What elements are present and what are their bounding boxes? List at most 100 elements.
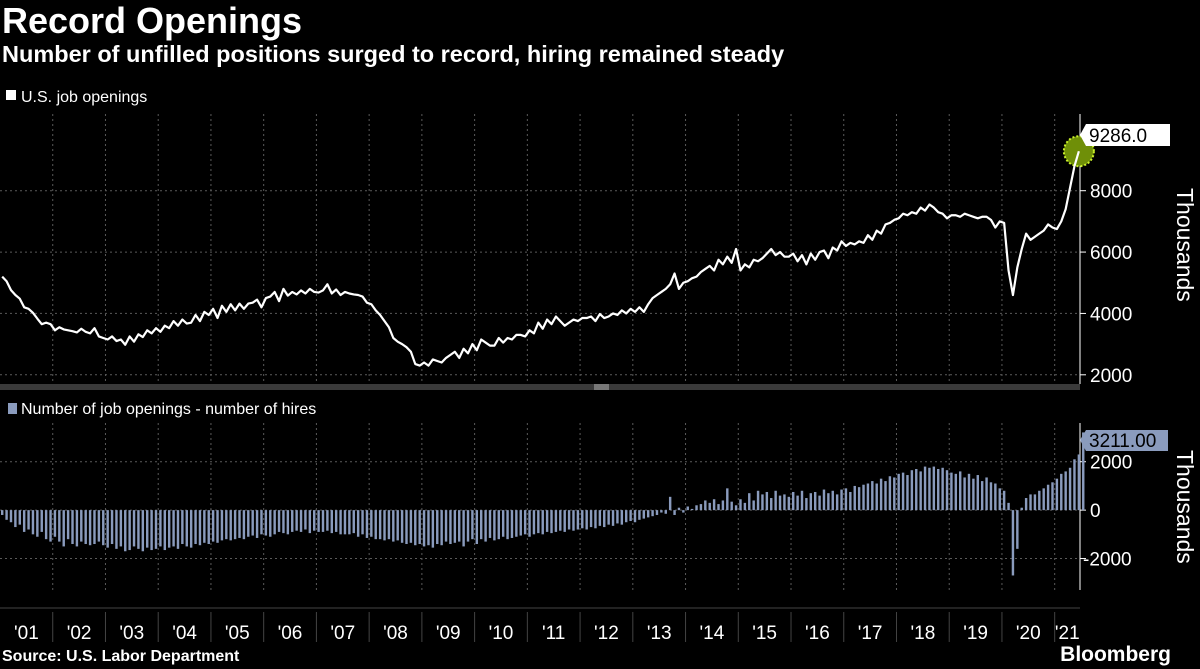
gap-bar: [572, 510, 575, 531]
gap-bar: [721, 500, 725, 511]
gap-bar: [1055, 478, 1059, 511]
gap-bar: [941, 467, 944, 511]
gap-bar: [220, 510, 224, 541]
gap-bar: [783, 494, 786, 511]
legend-label-openings: U.S. job openings: [21, 89, 147, 106]
gap-bar: [40, 510, 43, 532]
gap-bar: [501, 510, 505, 537]
gap-bar: [809, 493, 812, 511]
gap-bar: [598, 510, 602, 526]
gap-bar: [167, 510, 171, 548]
gap-bar: [831, 490, 834, 511]
gap-bar: [928, 467, 931, 511]
gap-bar: [849, 491, 852, 511]
gap-bar: [405, 510, 408, 545]
gap-bar: [356, 510, 360, 537]
gap-bar: [185, 510, 188, 547]
gap-bar: [194, 510, 197, 545]
gap-bar: [18, 510, 21, 525]
gap-bar: [712, 499, 716, 511]
gap-bar: [774, 490, 777, 511]
x-axis-labels: '01 '02 '03 '04 '05 '06 '07 '08 '09 '10 '11 '12 '13 '…: [0, 607, 1080, 644]
legend-swatch-openings: [6, 90, 16, 100]
gap-bar: [915, 468, 918, 511]
gap-bar: [343, 510, 347, 535]
gap-bar: [1077, 454, 1081, 511]
gap-bar: [440, 510, 443, 546]
gap-bar: [458, 510, 461, 542]
gap-bar: [203, 510, 206, 543]
gap-bar: [22, 510, 26, 532]
gap-bar: [189, 510, 193, 548]
gap-bar: [822, 489, 826, 511]
gap-bar: [414, 510, 417, 546]
x-tick-label: '09: [436, 623, 461, 644]
gap-bar: [418, 510, 421, 545]
gap-bar: [1020, 507, 1023, 511]
gap-bar: [1046, 484, 1050, 511]
gap-bar: [475, 510, 479, 545]
gap-bar: [726, 488, 729, 511]
gap-bar: [695, 505, 698, 511]
gap-bar: [150, 510, 153, 551]
gap-bar: [427, 510, 430, 546]
gap-bar: [893, 477, 896, 511]
gap-bar: [146, 510, 149, 548]
gap-bar: [49, 510, 52, 542]
gap-bar: [238, 510, 241, 538]
gap-bar: [651, 510, 654, 517]
gap-bar: [519, 510, 522, 536]
gap-bar: [844, 488, 848, 511]
gap-bar: [607, 510, 610, 525]
gap-bar: [739, 499, 742, 511]
gap-bar: [585, 510, 588, 530]
gap-bar: [0, 510, 4, 515]
gap-bar: [453, 510, 457, 543]
gap-bar: [431, 510, 435, 548]
gap-bar: [765, 491, 769, 511]
gap-bar: [730, 501, 733, 511]
gap-bar: [1064, 471, 1067, 511]
gap-bar: [510, 510, 514, 538]
gap-bar: [682, 510, 685, 513]
gap-bar: [646, 510, 650, 518]
gap-bar: [967, 473, 971, 511]
gap-bar: [119, 510, 123, 547]
x-tick-label: '19: [963, 623, 988, 644]
gap-bar: [449, 510, 452, 545]
chart-title: Record Openings: [2, 0, 303, 41]
gap-bar: [523, 510, 527, 535]
gap-bar: [84, 510, 87, 545]
gap-bar: [875, 483, 878, 511]
y-ticks-bottom: -2000 0 2000: [1079, 423, 1132, 590]
gap-bar: [282, 510, 285, 534]
gap-bar: [71, 510, 74, 545]
gap-bar: [273, 510, 276, 535]
gap-bar: [58, 510, 61, 542]
y-axis-label-bottom: Thousands: [1172, 450, 1198, 564]
gap-bar: [444, 510, 448, 542]
gap-bar: [9, 510, 13, 523]
gap-bar: [286, 510, 290, 535]
gap-bar: [954, 473, 958, 511]
gap-bar: [857, 487, 861, 511]
x-tick-label: '03: [119, 623, 144, 644]
gap-bar: [673, 510, 676, 515]
gap-bar: [370, 510, 373, 537]
gap-bar: [866, 483, 870, 511]
gap-bar: [980, 481, 984, 511]
gap-bar: [528, 510, 531, 537]
gap-bar: [1073, 459, 1076, 511]
gap-bar: [493, 510, 496, 541]
gap-bar: [62, 510, 65, 547]
x-tick-label: '13: [647, 623, 672, 644]
gap-bar: [686, 506, 689, 511]
gap-bar: [1038, 490, 1041, 511]
legend-swatch-gap: [8, 403, 17, 414]
gap-bar: [304, 510, 307, 530]
gap-bar: [1002, 490, 1006, 511]
gap-bar: [668, 496, 672, 511]
x-tick-label: '07: [330, 623, 355, 644]
gap-bar: [352, 510, 355, 534]
gap-bar: [559, 510, 562, 531]
